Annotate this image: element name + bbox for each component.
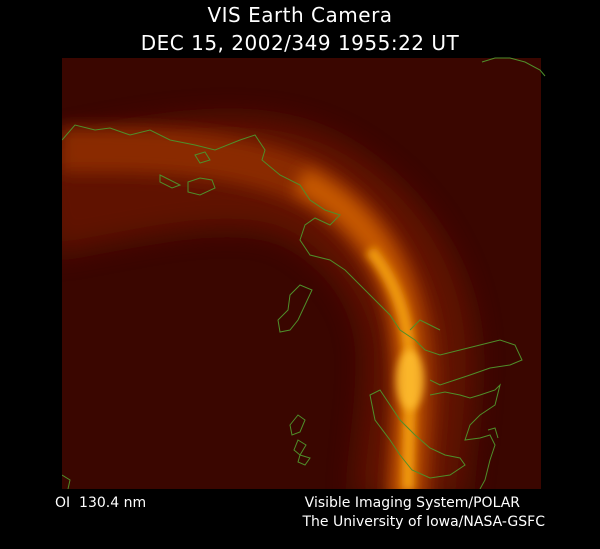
credit-line: The University of Iowa/NASA-GSFC — [301, 514, 545, 530]
camera-image — [62, 58, 541, 489]
credit-line: Visible Imaging System/POLAR — [305, 495, 521, 511]
coastlines — [62, 124, 523, 489]
coastline-edge — [481, 57, 546, 77]
title: VIS Earth Camera — [207, 3, 392, 27]
wavelength: OI 130.4 nm — [55, 495, 146, 511]
subtitle: DEC 15, 2002/349 1955:22 UT — [141, 31, 460, 55]
